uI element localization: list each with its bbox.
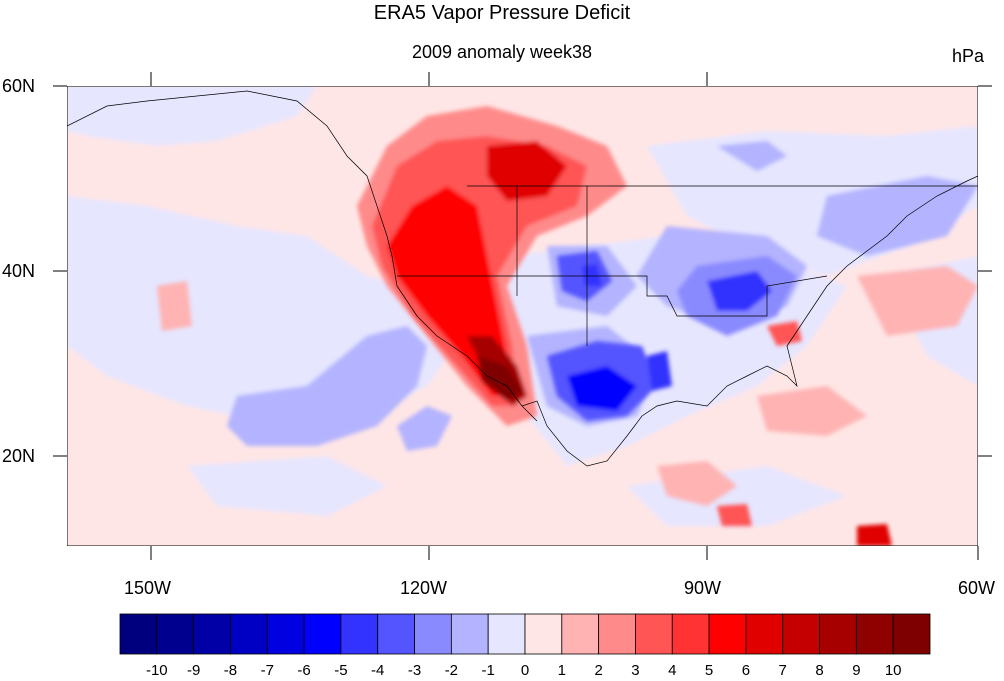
lat-tick-40n: 40N	[2, 261, 36, 281]
colorbar-tick-label: -9	[186, 662, 201, 679]
colorbar-swatch	[855, 613, 894, 655]
colorbar-swatch	[340, 613, 379, 655]
colorbar-tick-label: -8	[223, 662, 238, 679]
colorbar-swatch	[708, 613, 747, 655]
colorbar-tick-label: -1	[481, 662, 495, 679]
colorbar-swatch	[119, 613, 158, 655]
colorbar-swatch	[266, 613, 305, 655]
positive-anomaly-east	[157, 266, 978, 546]
colorbar-tick-label: 4	[668, 662, 677, 679]
colorbar-swatch	[782, 613, 820, 655]
lat-tick-60n: 60N	[2, 76, 36, 96]
colorbar-swatch	[671, 613, 710, 655]
colorbar-tick-label: 1	[557, 662, 566, 679]
colorbar-swatch	[635, 613, 673, 655]
lat-tick-20n: 20N	[2, 446, 36, 466]
lon-tick-60w: 60W	[958, 578, 996, 598]
colorbar-tick-label: 0	[520, 662, 530, 679]
colorbar-tick-label: -6	[297, 662, 311, 679]
colorbar-swatch	[598, 613, 636, 655]
map-panel	[67, 86, 978, 546]
anomaly-map	[67, 86, 978, 546]
colorbar-tick-label: -2	[444, 662, 459, 679]
colorbar-swatch	[156, 613, 195, 655]
colorbar-swatch	[414, 613, 452, 655]
coastlines	[67, 90, 978, 467]
lon-tick-120w: 120W	[400, 578, 448, 598]
colorbar-tick-label: 5	[704, 662, 714, 679]
colorbar-tick-label: 10	[884, 662, 902, 679]
colorbar-tick-label: 3	[631, 662, 640, 679]
colorbar-swatch	[745, 613, 784, 655]
colorbar-swatch	[561, 613, 600, 655]
units-label: hPa	[951, 46, 984, 66]
lon-tick-90w: 90W	[684, 578, 722, 598]
colorbar-swatch	[819, 613, 857, 655]
colorbar-swatch	[487, 613, 526, 655]
colorbar-tick-label: -10	[145, 662, 168, 679]
colorbar-tick-label: -7	[260, 662, 274, 679]
colorbar-tick-label: 2	[594, 662, 603, 679]
colorbar-swatch	[892, 613, 931, 655]
colorbar-swatch	[377, 613, 415, 655]
colorbar-tick-label: -3	[407, 662, 422, 679]
colorbar-tick-label: 7	[778, 662, 787, 679]
colorbar-tick-label: -4	[371, 662, 385, 679]
colorbar-tick-label: -5	[334, 662, 348, 679]
map-title: ERA5 Vapor Pressure Deficit	[373, 2, 631, 24]
colorbar-tick-label: 9	[852, 662, 861, 679]
colorbar-swatch	[193, 613, 231, 655]
colorbar-swatch	[524, 613, 563, 655]
colorbar-swatch	[303, 613, 342, 655]
colorbar-tick-label: 6	[741, 662, 751, 679]
map-subtitle: 2009 anomaly week38	[411, 42, 593, 62]
colorbar-swatch	[230, 613, 268, 655]
lon-tick-150w: 150W	[124, 578, 172, 598]
colorbar-swatch	[450, 613, 489, 655]
colorbar-tick-label: 8	[815, 662, 824, 679]
